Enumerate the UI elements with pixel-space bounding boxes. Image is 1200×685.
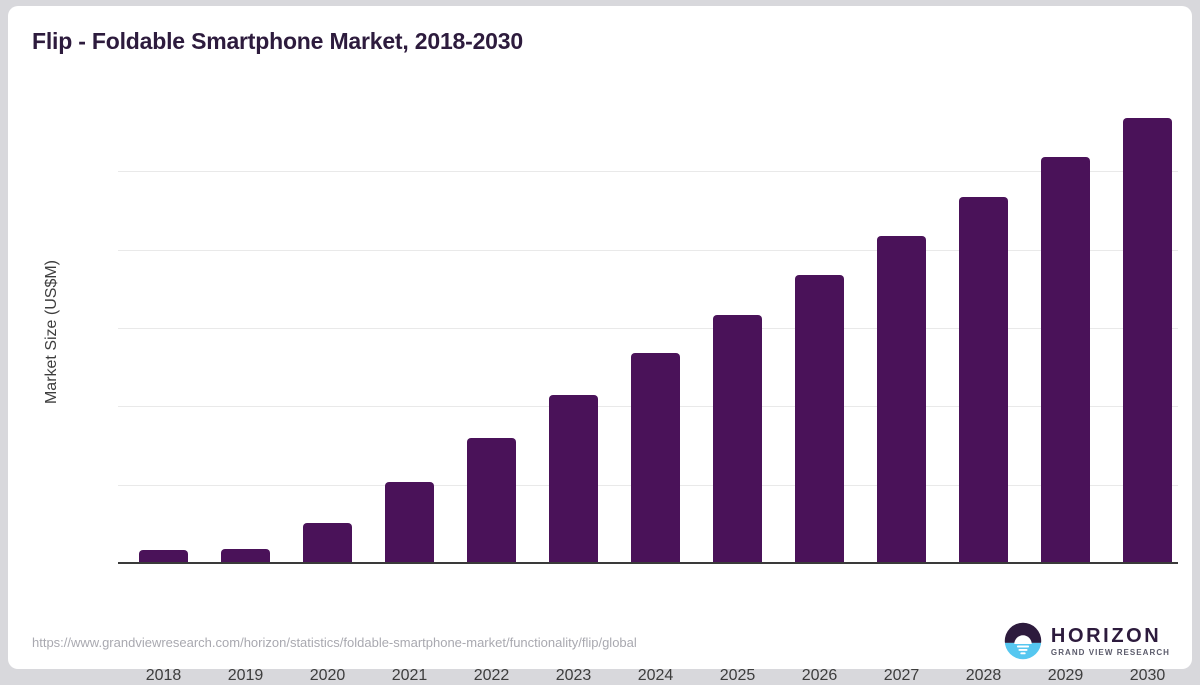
bar[interactable]: [303, 522, 352, 563]
chart-card: Flip - Foldable Smartphone Market, 2018-…: [8, 6, 1192, 684]
bar[interactable]: [221, 549, 270, 563]
x-axis-tick-label: 2019: [227, 667, 264, 684]
bar[interactable]: [549, 394, 598, 563]
x-axis-tick-label: 2020: [309, 667, 346, 684]
bar[interactable]: [385, 481, 434, 563]
x-axis-line: [118, 562, 1178, 564]
bar[interactable]: [467, 438, 516, 563]
brand-logo-text: HORIZON GRAND VIEW RESEARCH: [1051, 626, 1170, 657]
gridline: [118, 249, 1178, 251]
x-axis-tick-label: 2021: [391, 667, 428, 684]
chart-plot-area: Market Size (US$M) 010k20k30k40k50k 2018…: [43, 101, 1178, 684]
x-axis-tick-label: 2028: [965, 667, 1002, 684]
gridline: [118, 171, 1178, 173]
y-axis-title: Market Size (US$M): [43, 259, 60, 405]
x-axis-tick-label: 2023: [555, 667, 592, 684]
page-title: Flip - Foldable Smartphone Market, 2018-…: [32, 28, 523, 54]
x-axis-tick-label: 2026: [801, 667, 838, 684]
brand-logo: HORIZON GRAND VIEW RESEARCH: [1004, 622, 1170, 660]
x-axis-tick-label: 2030: [1129, 667, 1166, 684]
bar[interactable]: [631, 353, 680, 563]
x-axis-tick-label: 2022: [473, 667, 510, 684]
x-axis-tick-label: 2029: [1047, 667, 1084, 684]
bar[interactable]: [1041, 157, 1090, 563]
bar[interactable]: [877, 235, 926, 563]
x-axis-tick-label: 2025: [719, 667, 756, 684]
brand-tagline: GRAND VIEW RESEARCH: [1050, 647, 1170, 657]
bar[interactable]: [959, 196, 1008, 563]
source-url[interactable]: https://www.grandviewresearch.com/horizo…: [32, 635, 637, 650]
bar[interactable]: [795, 274, 844, 563]
bar[interactable]: [1123, 118, 1172, 563]
horizon-sun-circle-icon: [1004, 622, 1042, 660]
gridline: [118, 328, 1178, 330]
x-axis-tick-label: 2024: [637, 667, 674, 684]
bar[interactable]: [713, 314, 762, 563]
x-axis-tick-label: 2018: [145, 667, 182, 684]
brand-name: HORIZON: [1050, 624, 1162, 647]
x-axis-tick-label: 2027: [883, 667, 920, 684]
bar[interactable]: [139, 550, 188, 563]
